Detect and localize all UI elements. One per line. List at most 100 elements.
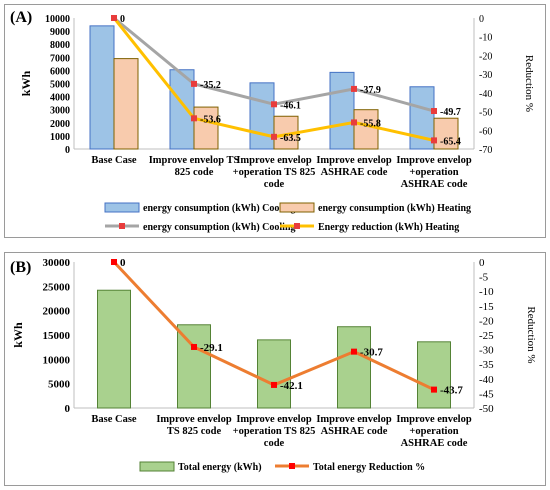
chart-a-series-point-1	[191, 115, 197, 122]
chart-b-y-tick-label: 10000	[43, 354, 71, 366]
chart-a-legend-swatch	[104, 202, 140, 213]
chart-b-series-point-0	[271, 381, 277, 388]
chart-a-series-point-0	[431, 108, 437, 115]
chart-b-x-tick-label: ASHRAE code	[321, 426, 388, 437]
chart-a-x-tick-label: Improve envelop	[236, 155, 312, 166]
chart-a-data-label: -55.8	[360, 118, 381, 129]
chart-a-x-tick-label: ASHRAE code	[401, 179, 468, 190]
chart-b-y2-tick-label: -35	[479, 359, 494, 371]
chart-b-legend-label: Total energy (kWh)	[178, 462, 262, 473]
chart-a-y2-axis-title: Reduction %	[523, 55, 535, 112]
chart-b-series-point-0	[191, 343, 197, 350]
chart-b-bar-primary	[337, 326, 371, 409]
chart-a-x-tick-label: Improve envelop	[396, 155, 472, 166]
chart-b-panel-label: (B)	[10, 259, 31, 276]
chart-a-data-label: -35.2	[200, 80, 221, 91]
chart-a-x-tick-label: Base Case	[91, 155, 137, 166]
chart-b-data-label: -42.1	[280, 380, 303, 392]
chart-a-y-axis-title: kWh	[19, 71, 33, 97]
chart-b-bar-primary	[417, 341, 451, 409]
chart-a-x-tick-label: code	[264, 179, 285, 190]
chart-b-legend-swatch	[139, 461, 175, 472]
chart-b-x-tick-label: TS 825 code	[167, 426, 222, 437]
chart-b-y2-tick-label: -45	[479, 388, 494, 400]
chart-a-x-tick-label: +operation TS 825	[233, 167, 316, 178]
chart-b-y-tick-label: 20000	[43, 306, 71, 318]
chart-b-data-label: -30.7	[360, 347, 383, 359]
chart-b-series-point-0	[351, 348, 357, 355]
chart-a-series-point-1	[111, 15, 117, 21]
chart-a-bar-primary	[249, 82, 275, 150]
chart-a-y-tick-label: 6000	[50, 66, 70, 77]
chart-a-y2-tick-label: -50	[479, 108, 492, 119]
chart-a-x-tick-label: +operation	[409, 167, 458, 178]
chart-b-y2-tick-label: -30	[479, 345, 494, 357]
chart-b-data-label: -29.1	[200, 342, 223, 354]
chart-b-y2-tick-label: -20	[479, 315, 494, 327]
chart-b-y2-tick-label: 0	[479, 257, 485, 269]
chart-b-x-tick-label: Improve envelop	[156, 414, 232, 425]
chart-a-data-label: -37.9	[360, 85, 381, 96]
chart-a-y-tick-label: 5000	[50, 80, 70, 91]
chart-b-y2-tick-label: -50	[479, 403, 494, 415]
chart-b-x-tick-label: code	[264, 438, 285, 449]
chart-a-bar-primary	[329, 71, 355, 150]
chart-a-bar-primary	[169, 69, 195, 150]
chart-a-legend-marker	[294, 223, 300, 229]
chart-a: (A) 0 1000 2000 3000 4000 5000 6000 7000 8000 9000…	[10, 9, 535, 233]
chart-b-y-tick-label: 15000	[43, 330, 71, 342]
chart-b-y-tick-label: 25000	[43, 281, 71, 293]
chart-b-legend-label: Total energy Reduction %	[313, 462, 425, 473]
chart-a-legend-label: Energy reduction (kWh) Heating	[318, 222, 459, 233]
chart-a-data-label: -49.7	[440, 107, 461, 118]
chart-b-x-tick-label: ASHRAE code	[401, 438, 468, 449]
chart-b-y-tick-label: 5000	[48, 379, 71, 391]
chart-a-data-label: -63.5	[280, 133, 301, 144]
chart-b-y2-tick-label: -25	[479, 330, 494, 342]
chart-b-y2-tick-label: -10	[479, 286, 494, 298]
chart-b-bar-primary	[257, 339, 291, 409]
chart-b-series-point-0	[111, 259, 117, 265]
chart-a-data-label: 0	[120, 14, 125, 25]
chart-b-x-tick-label: Improve envelop	[236, 414, 312, 425]
chart-a-y2-tick-label: -10	[479, 33, 492, 44]
chart-b-legend-marker	[289, 463, 295, 469]
chart-a-bar-primary	[89, 25, 115, 150]
chart-a-data-label: -53.6	[200, 114, 221, 125]
chart-a-y2-tick-label: -60	[479, 126, 492, 137]
chart-b-y2-axis-title: Reduction %	[525, 306, 537, 363]
chart-a-y2-tick-label: 0	[479, 14, 484, 25]
chart-a-x-tick-label: 825 code	[175, 167, 214, 178]
chart-panel-a: (A) 0 1000 2000 3000 4000 5000 6000 7000 8000 9000…	[0, 0, 550, 240]
chart-a-series-point-0	[271, 101, 277, 108]
chart-b-x-tick-label: Improve envelop	[316, 414, 392, 425]
chart-a-bar-secondary	[433, 117, 459, 150]
chart-a-series-point-1	[351, 119, 357, 126]
chart-b-bar-primary	[177, 324, 211, 409]
chart-b-series-point-0	[431, 386, 437, 393]
chart-b: (B) 0 5000 10000 15000 20000 25000 30000 0 -5 -10 -…	[10, 257, 537, 473]
chart-b-y2-tick-label: -15	[479, 301, 494, 313]
chart-b-data-label: 0	[120, 257, 126, 269]
chart-a-legend-swatch	[279, 202, 315, 213]
chart-b-x-tick-label: +operation	[409, 426, 458, 437]
chart-a-y-tick-label: 3000	[50, 106, 70, 117]
chart-a-y-tick-label: 10000	[45, 14, 70, 25]
chart-b-data-label: -43.7	[440, 385, 463, 397]
chart-a-y-tick-label: 7000	[50, 53, 70, 64]
chart-a-legend-marker	[119, 223, 125, 229]
chart-a-data-label: -65.4	[440, 136, 461, 147]
chart-b-y2-tick-label: -5	[479, 272, 489, 284]
chart-a-series-point-1	[271, 133, 277, 140]
chart-a-y2-tick-label: -40	[479, 89, 492, 100]
chart-a-y2-tick-label: -20	[479, 51, 492, 62]
chart-a-bar-secondary	[193, 106, 219, 150]
chart-a-x-tick-label: Improve envelop TS	[149, 155, 240, 166]
chart-a-panel-label: (A)	[10, 9, 32, 26]
chart-a-x-tick-label: Improve envelop	[316, 155, 392, 166]
chart-a-bar-secondary	[353, 109, 379, 150]
chart-a-y-tick-label: 2000	[50, 119, 70, 130]
chart-a-y-tick-label: 0	[65, 145, 70, 156]
chart-b-y2-tick-label: -40	[479, 374, 494, 386]
chart-a-series-point-1	[431, 137, 437, 144]
